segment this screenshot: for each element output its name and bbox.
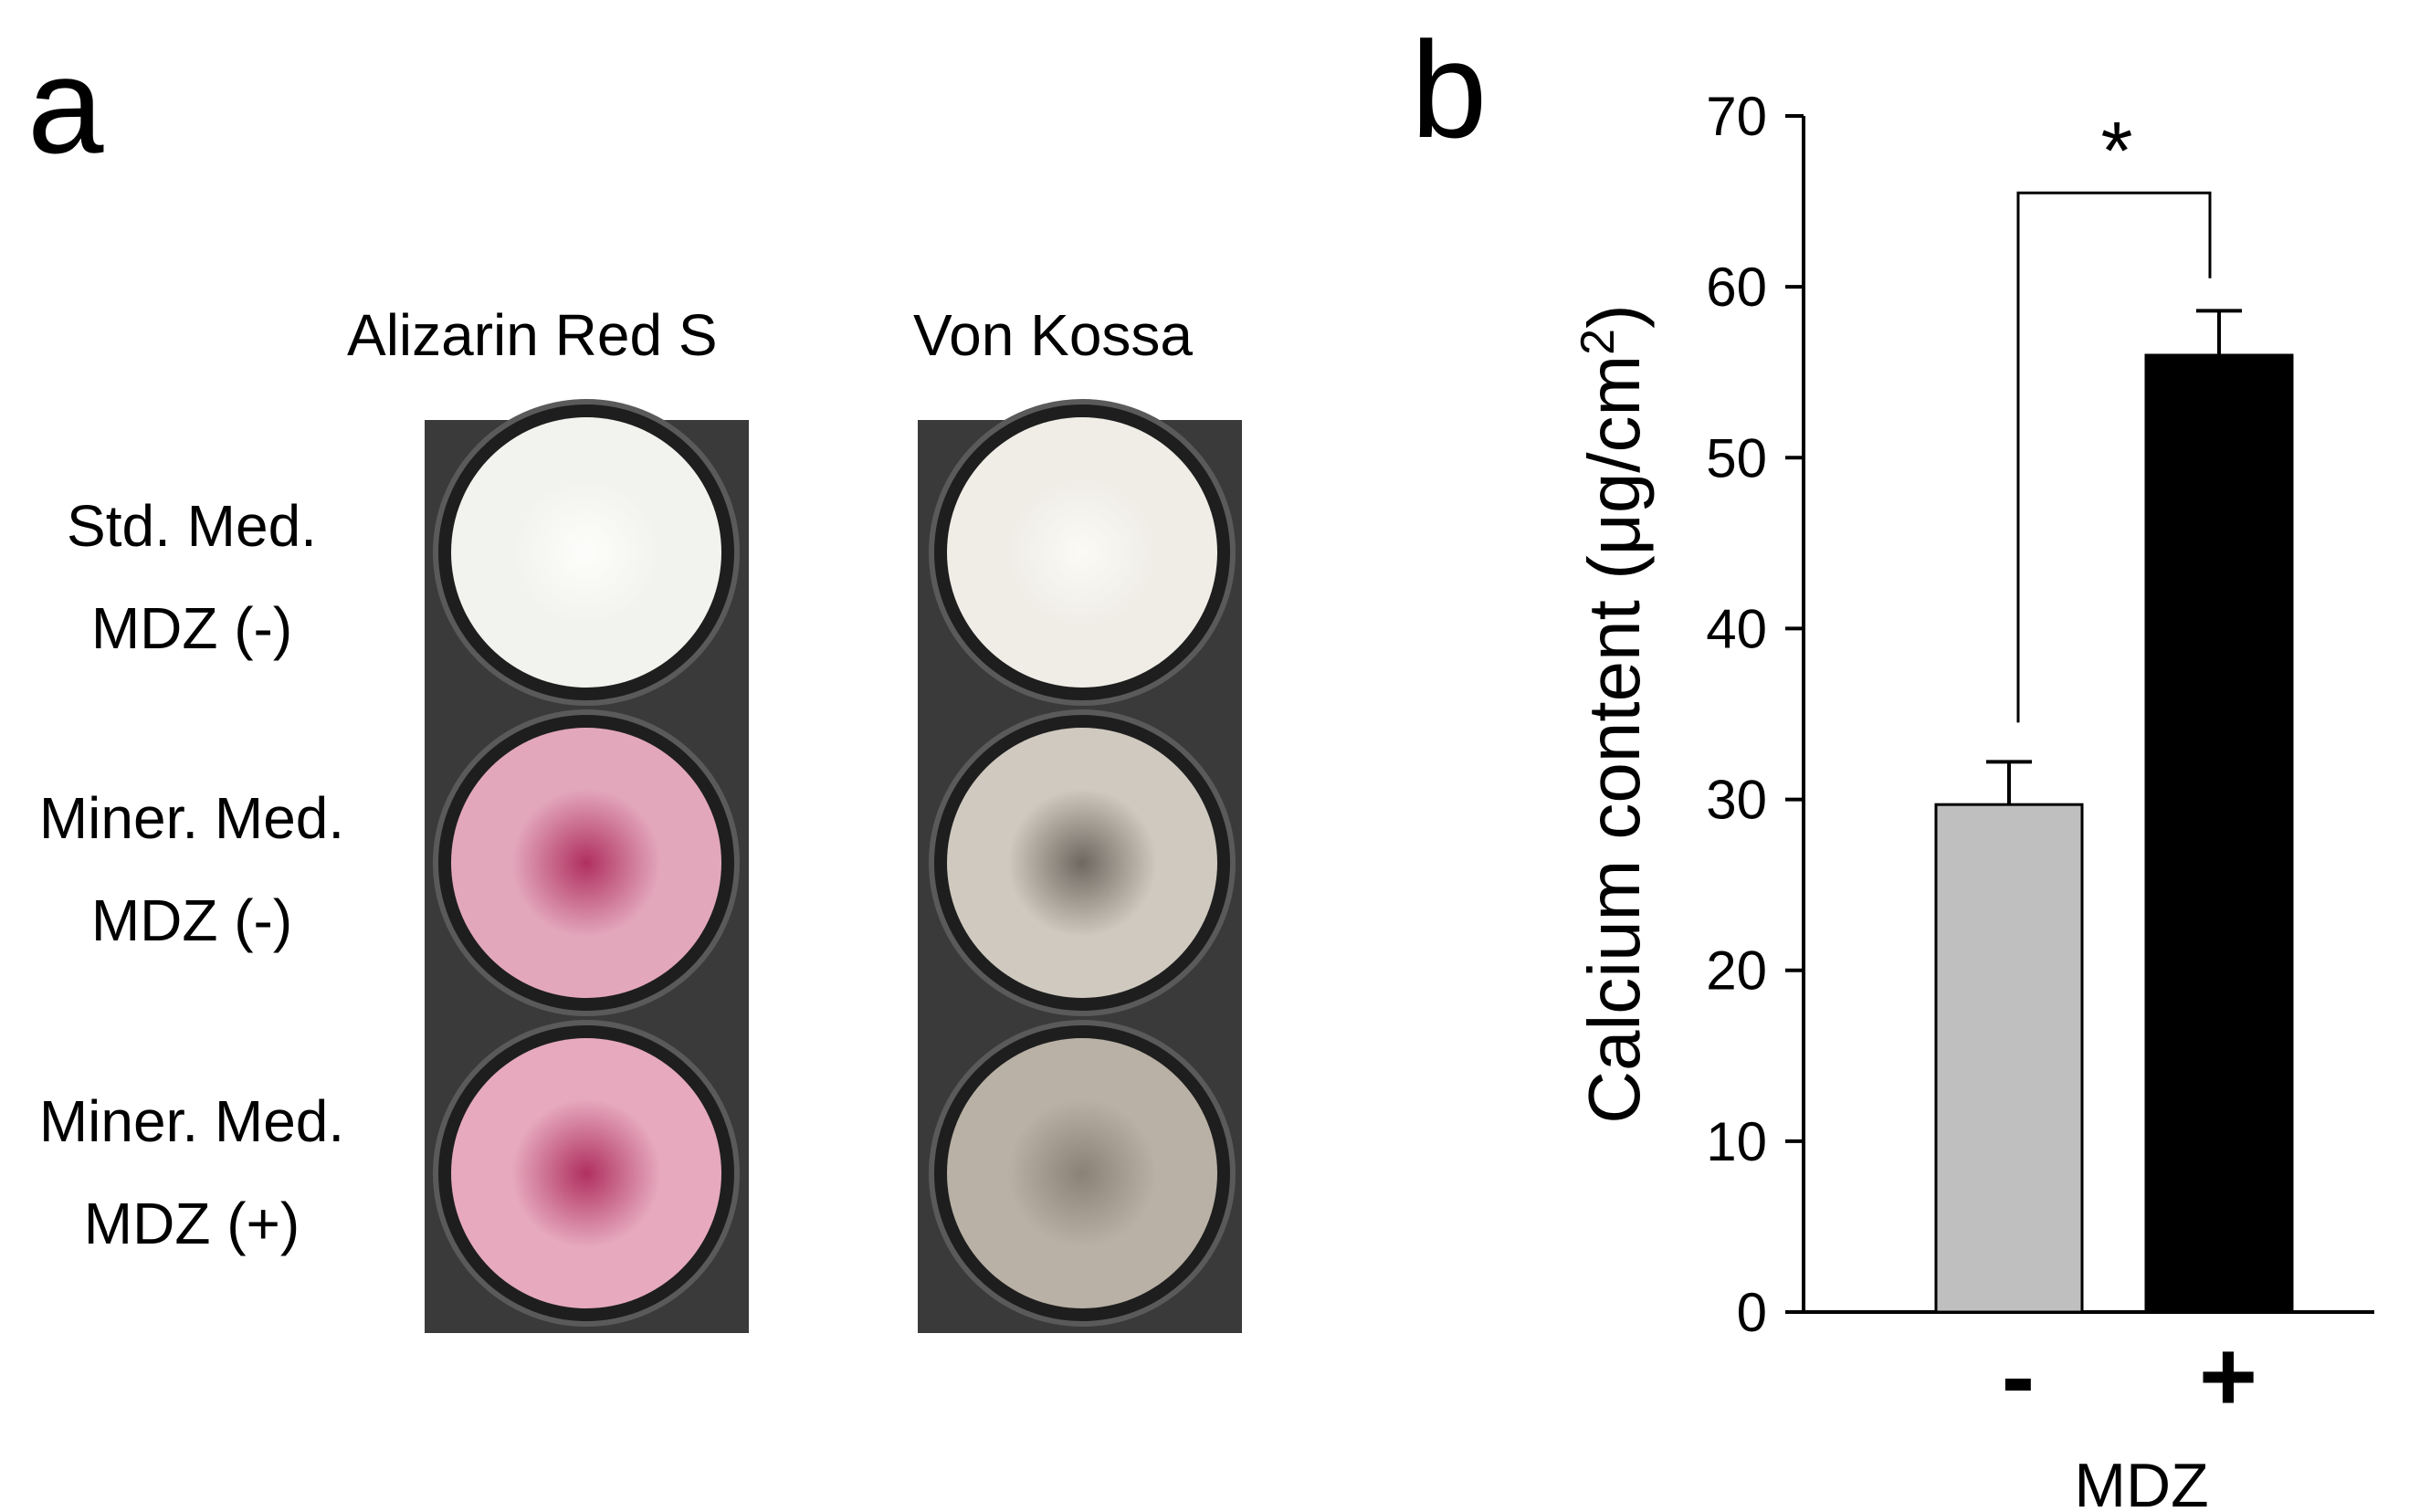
- well-vonkossa-miner-mdz-minus: [947, 728, 1217, 998]
- row-label-line1: Miner. Med.: [38, 785, 345, 851]
- bar-mdz-plus: [2144, 353, 2294, 1314]
- well-alizarin-miner-mdz-minus: [451, 728, 721, 998]
- significance-bracket-line: [2016, 191, 2212, 723]
- x-category-label: +: [2199, 1320, 2257, 1433]
- x-axis-label: MDZ: [2074, 1451, 2208, 1512]
- row-label-line2: MDZ (-): [90, 595, 293, 661]
- y-tick-label: 0: [1737, 1282, 1767, 1343]
- y-ticks: 0 10 20 30 40 50 60 70: [1706, 86, 1804, 1343]
- row-label-std-minus: Std. Med. MDZ (-): [0, 475, 384, 679]
- significance-marker: *: [2100, 106, 2132, 197]
- y-axis-label-superscript: 2: [1572, 329, 1625, 355]
- column-header-alizarin: Alizarin Red S: [347, 302, 718, 368]
- y-tick-label: 70: [1706, 86, 1767, 147]
- y-tick-label: 30: [1706, 770, 1767, 831]
- row-label-miner-plus: Miner. Med. MDZ (+): [0, 1070, 384, 1275]
- panel-a-letter: a: [27, 28, 104, 182]
- row-label-miner-minus: Miner. Med. MDZ (-): [0, 767, 384, 971]
- y-axis-label-close: ): [1573, 304, 1655, 329]
- significance-bracket: *: [2016, 106, 2212, 723]
- row-label-line2: MDZ (+): [83, 1191, 300, 1256]
- y-tick-label: 20: [1706, 940, 1767, 1002]
- y-tick-label: 40: [1706, 598, 1767, 659]
- well-vonkossa-miner-mdz-plus: [947, 1038, 1217, 1308]
- column-header-vonkossa: Von Kossa: [913, 302, 1193, 368]
- x-category-label: -: [2002, 1320, 2036, 1433]
- x-category-labels: - +: [2002, 1320, 2257, 1433]
- y-axis-label-main: Calcium content (μg/cm: [1573, 355, 1655, 1124]
- well-vonkossa-std-mdz-minus: [947, 417, 1217, 688]
- row-label-line1: Std. Med.: [67, 493, 317, 559]
- row-label-line1: Miner. Med.: [38, 1088, 345, 1154]
- y-tick-label: 10: [1706, 1111, 1767, 1172]
- well-alizarin-miner-mdz-plus: [451, 1038, 721, 1308]
- bars: [1934, 353, 2294, 1314]
- panel-b-letter: b: [1411, 13, 1487, 166]
- y-tick-label: 50: [1706, 427, 1767, 488]
- row-label-line2: MDZ (-): [90, 887, 293, 953]
- bar-mdz-minus: [1934, 803, 2084, 1314]
- y-axis-label: Calcium content (μg/cm2): [1572, 304, 1655, 1123]
- well-alizarin-std-mdz-minus: [451, 417, 721, 688]
- y-tick-label: 60: [1706, 257, 1767, 318]
- error-bars: [1986, 309, 2242, 805]
- well-images: [433, 399, 1236, 1327]
